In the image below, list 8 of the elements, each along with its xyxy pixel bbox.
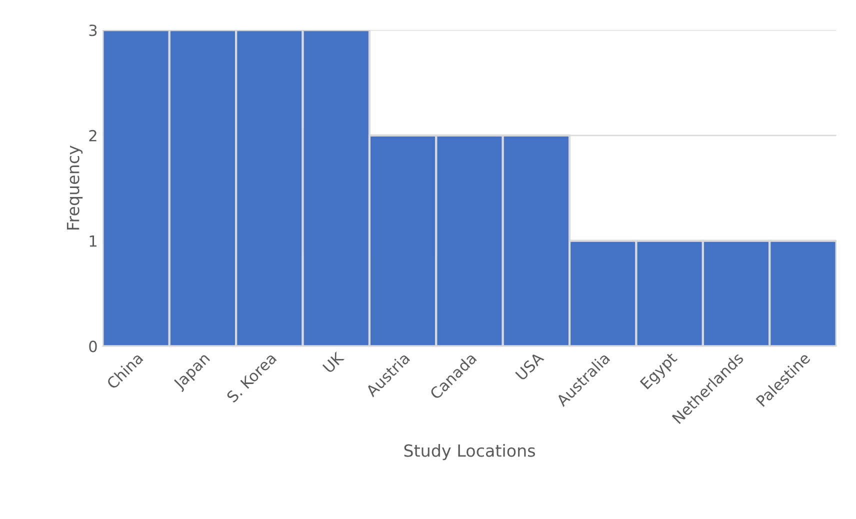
y-tick-label: 0 <box>89 340 97 352</box>
y-tick-label: 1 <box>90 235 96 247</box>
y-tick-label: 3 <box>89 24 97 36</box>
x-tick-label: UK <box>322 351 345 374</box>
y-tick-label: 2 <box>89 130 96 142</box>
x-axis-title: Study Locations <box>404 444 535 460</box>
y-axis-title: Frequency <box>66 146 83 230</box>
x-tick-label: USA <box>514 351 544 381</box>
